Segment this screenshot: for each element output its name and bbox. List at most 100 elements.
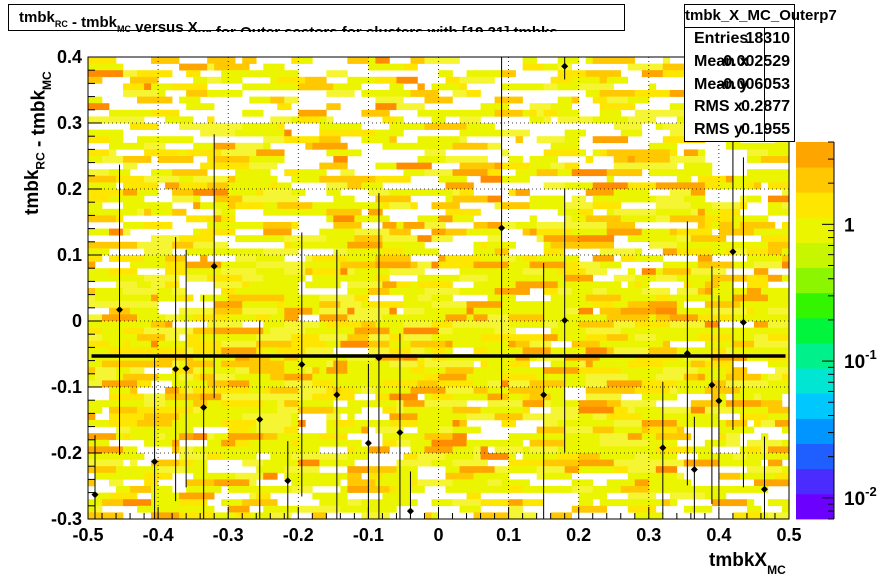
heatmap-cell bbox=[291, 57, 299, 64]
heatmap-cell bbox=[564, 439, 601, 447]
heatmap-cell bbox=[473, 512, 509, 520]
heatmap-cell bbox=[508, 360, 530, 368]
heatmap-cell bbox=[634, 314, 650, 322]
heatmap-cell bbox=[95, 373, 117, 381]
heatmap-cell bbox=[221, 400, 257, 408]
heatmap-cell bbox=[95, 492, 110, 500]
heatmap-cell bbox=[739, 406, 769, 414]
heatmap-cell bbox=[375, 96, 404, 104]
heatmap-cell bbox=[256, 189, 264, 196]
heatmap-cell bbox=[333, 248, 348, 256]
heatmap-cell bbox=[389, 420, 418, 427]
heatmap-cell bbox=[613, 301, 629, 309]
heatmap-cell bbox=[641, 426, 650, 434]
heatmap-cell bbox=[319, 294, 341, 302]
heatmap-cell bbox=[137, 301, 159, 309]
heatmap-cell bbox=[445, 466, 460, 474]
heatmap-cell bbox=[109, 420, 138, 427]
heatmap-cell bbox=[403, 334, 432, 342]
heatmap-cell bbox=[627, 281, 636, 289]
heatmap-cell bbox=[606, 479, 636, 487]
heatmap-cell bbox=[165, 393, 201, 401]
heatmap-cell bbox=[340, 486, 348, 493]
heatmap-cell bbox=[277, 195, 299, 203]
heatmap-cell bbox=[424, 413, 432, 421]
heatmap-cell bbox=[375, 175, 411, 183]
heatmap-cell bbox=[88, 413, 96, 421]
heatmap-cell bbox=[473, 380, 488, 388]
heatmap-cell bbox=[599, 307, 622, 315]
heatmap-cell bbox=[529, 261, 565, 269]
heatmap-cell bbox=[669, 90, 692, 97]
heatmap-cell bbox=[277, 182, 292, 190]
heatmap-cell bbox=[697, 208, 706, 216]
heatmap-cell bbox=[592, 182, 629, 190]
heatmap-cell bbox=[151, 109, 180, 117]
heatmap-cell bbox=[501, 420, 516, 427]
heatmap-cell bbox=[739, 387, 776, 394]
heatmap-cell bbox=[284, 129, 292, 137]
heatmap-cell bbox=[116, 466, 138, 474]
heatmap-cell bbox=[417, 479, 453, 487]
heatmap-cell bbox=[501, 255, 516, 262]
heatmap-cell bbox=[494, 327, 516, 335]
heatmap-cell bbox=[179, 149, 187, 157]
heatmap-cell bbox=[417, 215, 439, 223]
heatmap-cell bbox=[585, 393, 622, 401]
heatmap-cell bbox=[284, 96, 299, 104]
heatmap-cell bbox=[781, 466, 790, 474]
heatmap-cell bbox=[655, 208, 692, 216]
heatmap-cell bbox=[396, 76, 418, 84]
heatmap-cell bbox=[88, 314, 103, 322]
heatmap-cell bbox=[214, 307, 243, 315]
heatmap-cell bbox=[627, 499, 664, 507]
heatmap-cell bbox=[578, 453, 601, 460]
heatmap-cell bbox=[767, 241, 790, 249]
heatmap-cell bbox=[88, 327, 103, 335]
profile-point bbox=[498, 57, 506, 400]
heatmap-cell bbox=[655, 433, 692, 441]
heatmap-cell bbox=[326, 182, 348, 190]
heatmap-cell bbox=[606, 208, 615, 216]
heatmap-cell bbox=[753, 268, 769, 276]
heatmap-cell bbox=[473, 314, 488, 322]
heatmap-cell bbox=[480, 360, 488, 368]
heatmap-cell bbox=[438, 136, 460, 144]
heatmap-cell bbox=[452, 479, 488, 487]
heatmap-cell bbox=[277, 301, 285, 309]
heatmap-cell bbox=[375, 90, 411, 97]
heatmap-cell bbox=[697, 175, 727, 183]
heatmap-cell bbox=[550, 393, 558, 401]
heatmap-cell bbox=[88, 182, 117, 190]
heatmap-cell bbox=[641, 380, 678, 388]
heatmap-cell bbox=[151, 281, 166, 289]
heatmap-cell bbox=[466, 492, 481, 500]
heatmap-cell bbox=[515, 136, 523, 144]
heatmap-cell bbox=[522, 63, 544, 71]
heatmap-cell bbox=[88, 202, 103, 210]
heatmap-cell bbox=[627, 116, 657, 124]
heatmap-cell bbox=[410, 439, 432, 447]
heatmap-cell bbox=[144, 248, 173, 256]
heatmap-cell bbox=[480, 255, 502, 262]
heatmap-cell bbox=[459, 116, 481, 124]
stats-value: 0.2877 bbox=[741, 98, 790, 116]
heatmap-cell bbox=[88, 400, 124, 408]
heatmap-cell bbox=[620, 294, 657, 302]
heatmap-cell bbox=[165, 387, 180, 394]
heatmap-cell bbox=[725, 400, 755, 408]
heatmap-cell bbox=[529, 156, 551, 163]
heatmap-cell bbox=[333, 380, 369, 388]
heatmap-cell bbox=[606, 380, 643, 388]
heatmap-cell bbox=[207, 400, 222, 408]
heatmap-cell bbox=[536, 301, 565, 309]
heatmap-cell bbox=[389, 307, 397, 315]
heatmap-cell bbox=[228, 426, 250, 434]
heatmap-cell bbox=[256, 426, 285, 434]
heatmap-cell bbox=[620, 373, 629, 381]
heatmap-cell bbox=[207, 334, 243, 342]
heatmap-cell bbox=[151, 459, 180, 467]
heatmap-cell bbox=[746, 255, 783, 262]
heatmap-cell bbox=[340, 228, 355, 236]
heatmap-cell bbox=[648, 367, 664, 375]
